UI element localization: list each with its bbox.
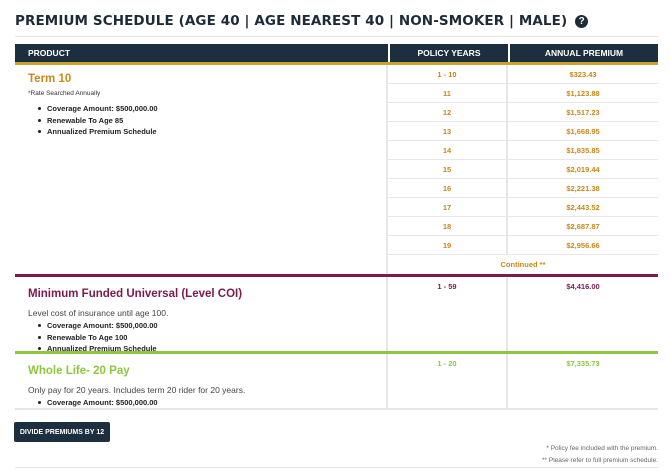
annual-premium-cell: $1,123.88	[508, 84, 658, 103]
product-features: Coverage Amount: $500,000.00 Renewable T…	[28, 103, 373, 138]
page-title: PREMIUM SCHEDULE (AGE 40 | AGE NEAREST 4…	[15, 13, 568, 29]
annual-premium-cell: $1,668.95	[508, 122, 658, 141]
product-name: Term 10	[28, 73, 72, 85]
product-name: Whole Life- 20 Pay	[28, 365, 130, 377]
product-section-universal-life: Minimum Funded Universal (Level COI) Lev…	[15, 274, 658, 353]
feature-item: Annualized Premium Schedule	[38, 343, 373, 355]
product-cell: Term 10 *Rate Searched Annually Coverage…	[15, 65, 388, 274]
policy-years-cell: 1 - 59	[437, 282, 457, 291]
product-description: Only pay for 20 years. Includes term 20 …	[28, 385, 246, 395]
annual-premium-cell: $7,335.73	[566, 359, 600, 368]
policy-years-cell: 1 - 20	[437, 359, 457, 368]
product-section-term-10: Term 10 *Rate Searched Annually Coverage…	[15, 62, 658, 274]
bottom-divider	[15, 467, 658, 468]
policy-years-cell: 15	[388, 160, 506, 179]
policy-years-cell: 13	[388, 122, 506, 141]
annual-premium-cell: $2,443.52	[508, 198, 658, 217]
product-description: Level cost of insurance until age 100.	[28, 308, 169, 318]
footnote-policy-fee: * Policy fee included with the premium.	[546, 445, 658, 452]
premium-table: PRODUCT POLICY YEARS ANNUAL PREMIUM Term…	[15, 44, 658, 410]
policy-years-cell: 19	[388, 236, 506, 255]
product-note: *Rate Searched Annually	[28, 90, 101, 97]
column-header-annual-premium: ANNUAL PREMIUM	[510, 44, 658, 62]
continued-link[interactable]: Continued **	[388, 255, 658, 274]
policy-years-cell: 18	[388, 217, 506, 236]
policy-years-cell: 1 - 10	[388, 65, 506, 84]
annual-premium-cell: $2,687.87	[508, 217, 658, 236]
page-title-row: PREMIUM SCHEDULE (AGE 40 | AGE NEAREST 4…	[15, 13, 589, 29]
title-divider	[15, 36, 658, 37]
annual-premium-cell: $2,221.38	[508, 179, 658, 198]
bullet-icon	[38, 401, 41, 405]
annual-premium-cell: $4,416.00	[566, 282, 600, 291]
annual-premium-column: $323.43 $1,123.88 $1,517.23 $1,668.95 $1…	[388, 65, 658, 274]
bullet-icon	[38, 335, 41, 339]
annual-premium-cell: $2,019.44	[508, 160, 658, 179]
product-name: Minimum Funded Universal (Level COI)	[28, 288, 243, 300]
annual-premium-cell: $1,517.23	[508, 103, 658, 122]
policy-years-cell: 17	[388, 198, 506, 217]
feature-item: Renewable To Age 85	[38, 115, 373, 127]
bullet-icon	[38, 107, 41, 111]
policy-years-cell: 16	[388, 179, 506, 198]
annual-premium-column: $4,416.00	[508, 277, 658, 351]
feature-item: Coverage Amount: $500,000.00	[38, 103, 373, 115]
product-section-whole-life: Whole Life- 20 Pay Only pay for 20 years…	[15, 351, 658, 410]
help-icon[interactable]: ?	[575, 14, 589, 28]
policy-years-cell: 12	[388, 103, 506, 122]
policy-years-column: 1 - 20	[388, 354, 508, 410]
bullet-icon	[38, 324, 41, 328]
product-features: Coverage Amount: $500,000.00 Renewable T…	[28, 320, 373, 355]
product-cell: Whole Life- 20 Pay Only pay for 20 years…	[15, 354, 388, 410]
feature-item: Annualized Premium Schedule	[38, 126, 373, 138]
bullet-icon	[38, 347, 41, 351]
product-features: Coverage Amount: $500,000.00	[28, 397, 373, 409]
policy-years-cell: 11	[388, 84, 506, 103]
policy-years-cell: 14	[388, 141, 506, 160]
feature-item: Renewable To Age 100	[38, 332, 373, 344]
annual-premium-cell: $2,956.66	[508, 236, 658, 255]
table-header: PRODUCT POLICY YEARS ANNUAL PREMIUM	[15, 44, 658, 62]
policy-years-column: 1 - 10 11 12 13 14 15 16 17 18 19	[388, 65, 508, 274]
feature-item: Coverage Amount: $500,000.00	[38, 320, 373, 332]
annual-premium-cell: $323.43	[508, 65, 658, 84]
column-header-product: PRODUCT	[15, 44, 388, 62]
footnote-full-schedule: ** Please refer to full premium schedule…	[542, 457, 658, 464]
annual-premium-column: $7,335.73	[508, 354, 658, 410]
product-cell: Minimum Funded Universal (Level COI) Lev…	[15, 277, 388, 353]
column-header-policy-years: POLICY YEARS	[390, 44, 508, 62]
policy-years-column: 1 - 59	[388, 277, 508, 351]
bullet-icon	[38, 130, 41, 134]
bullet-icon	[38, 118, 41, 122]
divide-premiums-button[interactable]: DIVIDE PREMIUMS BY 12	[14, 422, 110, 442]
feature-item: Coverage Amount: $500,000.00	[38, 397, 373, 409]
annual-premium-cell: $1,835.85	[508, 141, 658, 160]
